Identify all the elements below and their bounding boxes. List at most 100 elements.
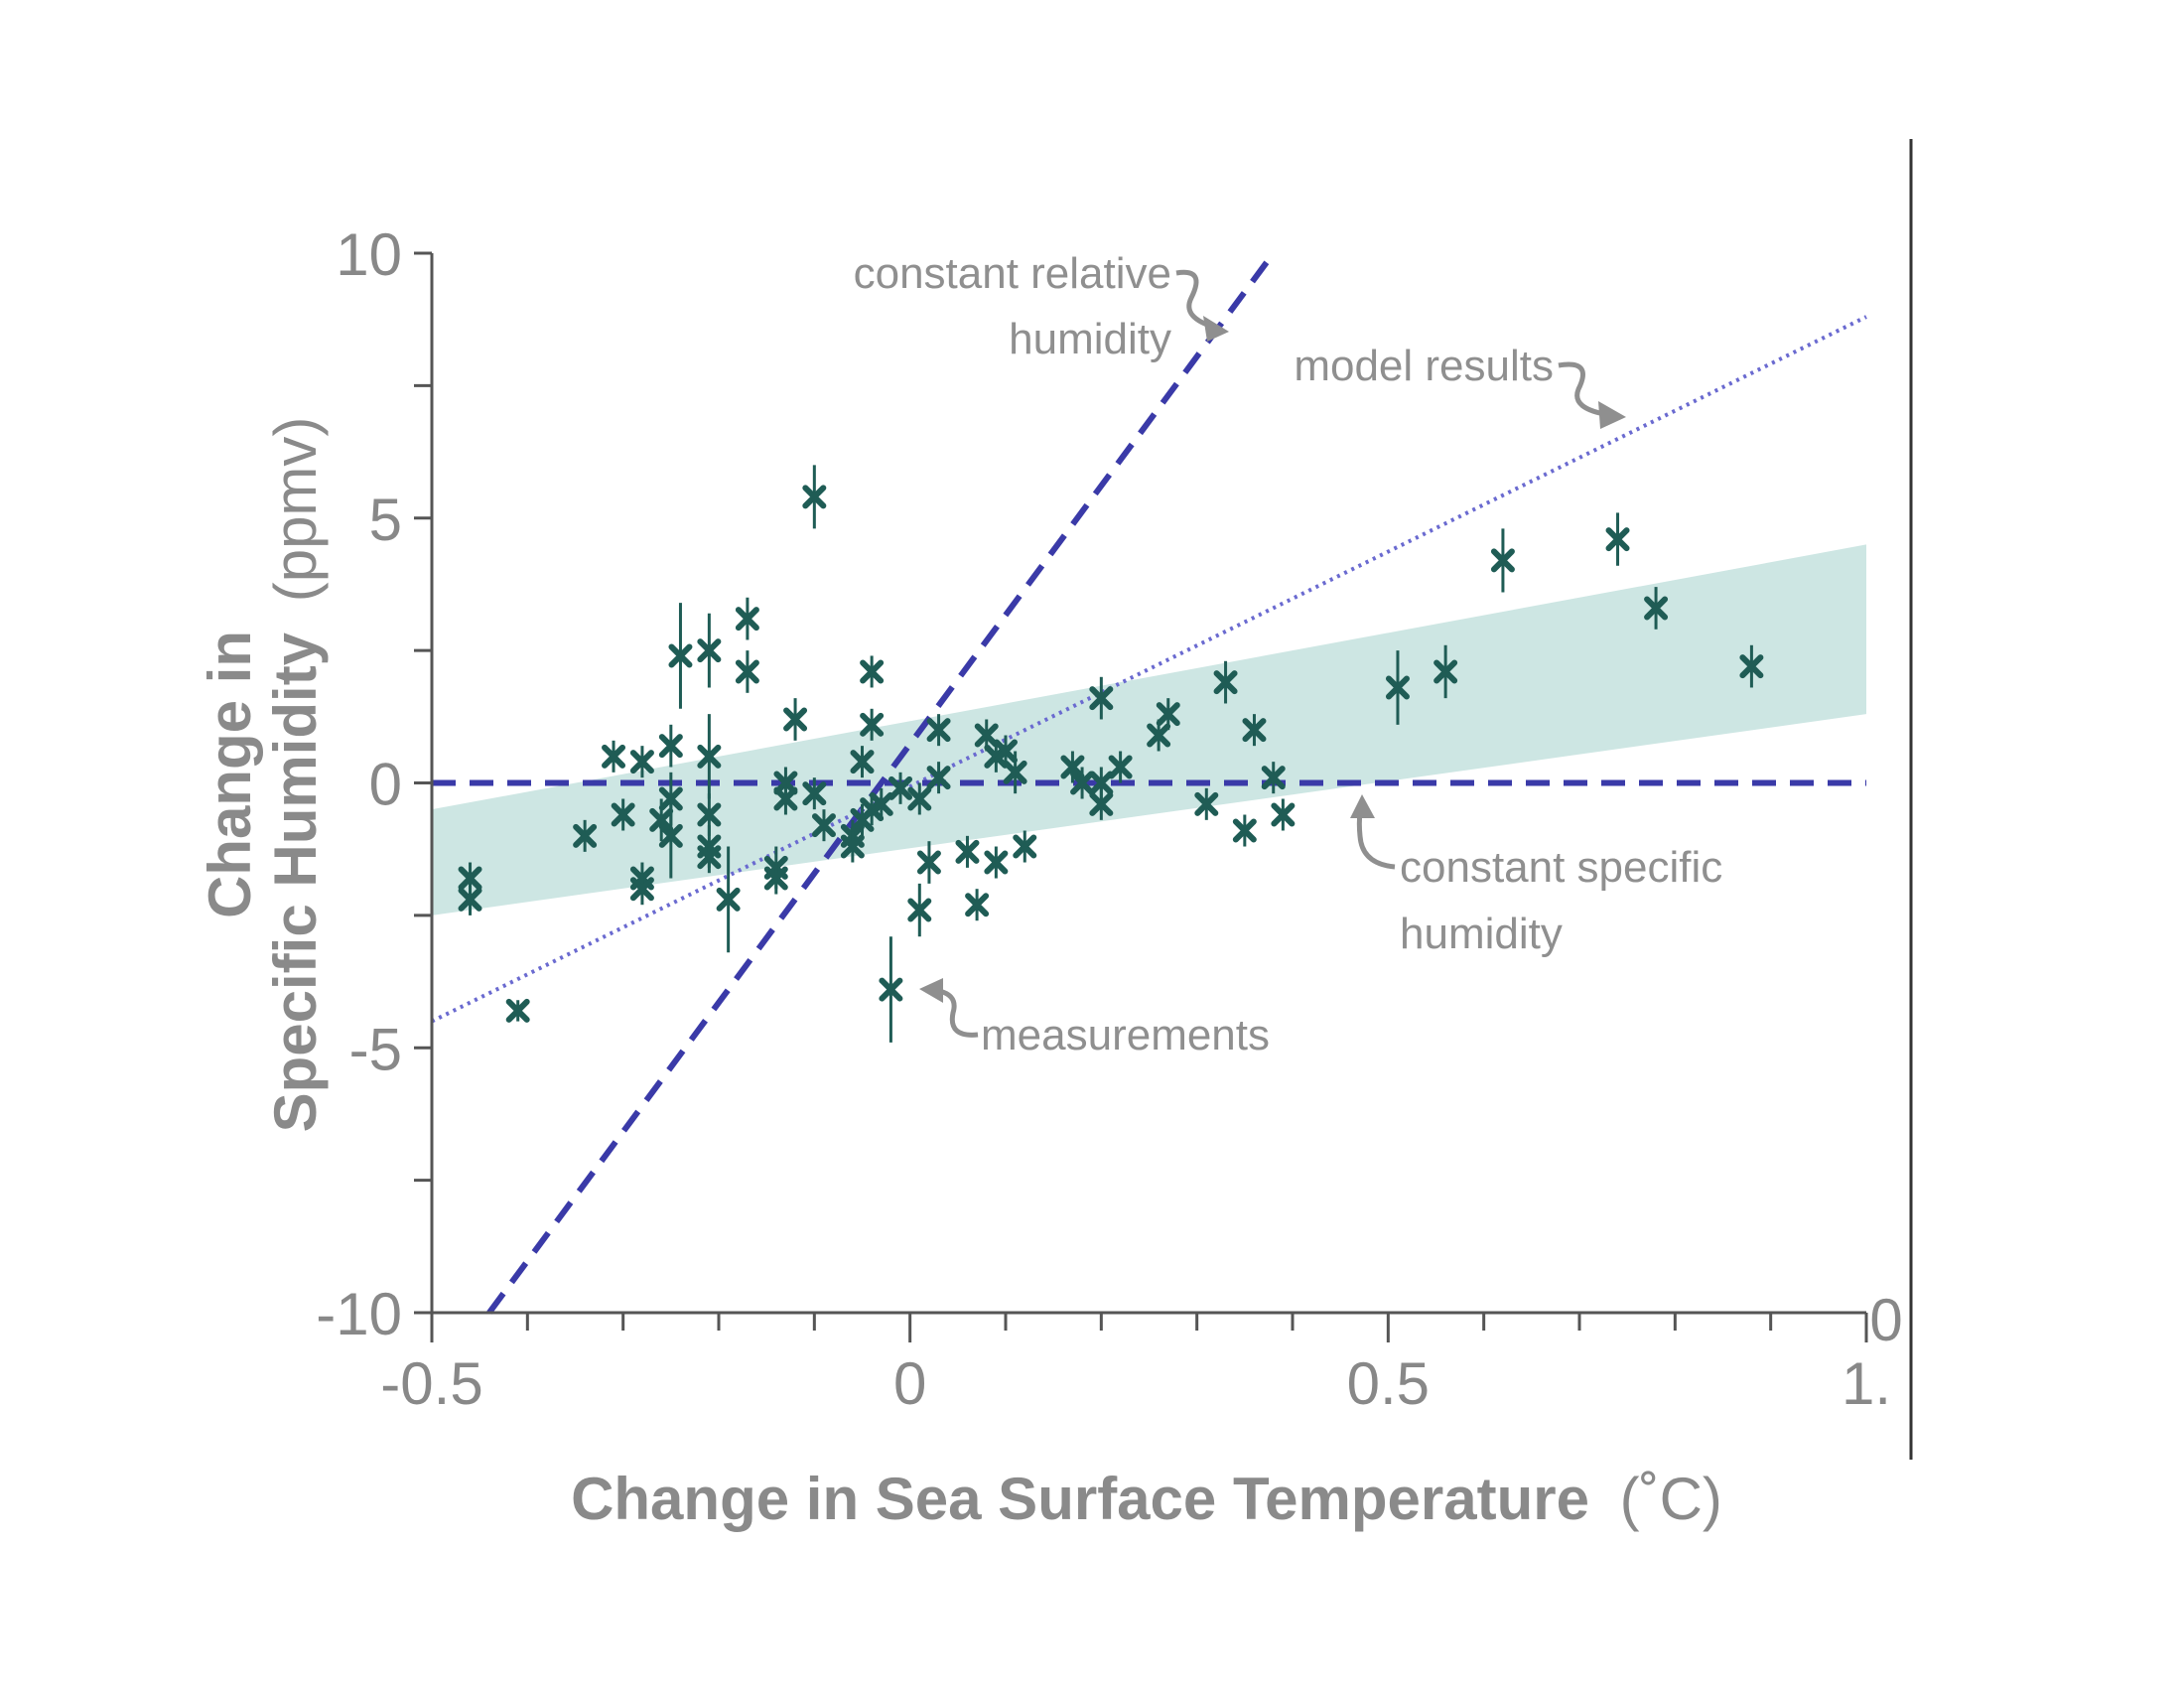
point-marker — [1261, 766, 1286, 790]
annotation-measurements: measurements — [919, 978, 1270, 1059]
point-marker — [926, 766, 951, 790]
point-marker — [1271, 802, 1296, 827]
x-axis-title: Change in Sea Surface Temperature (˚C) — [571, 1466, 1722, 1532]
point-marker — [783, 707, 808, 732]
annotation-text: constant specific — [1400, 843, 1722, 892]
measurement-point — [658, 724, 683, 768]
measurement-point — [611, 798, 635, 831]
annotation-constant-specific-humidity: constant specific humidity — [1350, 794, 1722, 958]
measurement-point — [1739, 644, 1764, 688]
annotation-text: constant relative — [854, 249, 1171, 298]
measurement-point — [735, 597, 759, 640]
point-marker — [697, 802, 722, 827]
measurement-point — [573, 819, 598, 852]
point-marker — [1108, 755, 1133, 779]
point-marker — [735, 607, 759, 632]
measurement-point — [1194, 787, 1219, 820]
y-axis-title-text: Specific Humidity — [262, 632, 329, 1132]
measurement-point — [888, 772, 913, 804]
arrow-head — [1203, 316, 1229, 342]
point-marker — [840, 834, 865, 859]
measurement-point — [879, 936, 903, 1043]
measurement-point — [869, 787, 893, 820]
measurement-point — [505, 998, 530, 1023]
measurement-point — [1644, 587, 1669, 630]
point-marker — [926, 718, 951, 743]
measurement-point — [658, 772, 683, 826]
point-marker — [763, 866, 788, 891]
measurement-point — [1433, 644, 1458, 699]
measurement-point — [735, 650, 759, 693]
measurement-point — [697, 613, 722, 688]
measurement-point — [458, 883, 482, 915]
point-marker — [1003, 760, 1027, 784]
point-marker — [505, 998, 530, 1023]
y-axis-title-line2: Specific Humidity (ppmv) — [262, 417, 329, 1133]
x-tick-label: -0.5 — [380, 1350, 482, 1417]
point-marker — [658, 786, 683, 811]
point-marker — [458, 887, 482, 912]
measurement-point — [1070, 767, 1095, 799]
measurement-point — [629, 746, 654, 778]
annotation-text: humidity — [1400, 910, 1563, 958]
measurement-point — [926, 714, 951, 747]
point-marker — [860, 712, 885, 737]
point-marker — [1089, 686, 1114, 711]
point-marker — [1070, 771, 1095, 795]
measurement-point — [1232, 814, 1257, 847]
measurement-point — [668, 603, 693, 709]
annotation-arrow — [1175, 269, 1217, 331]
measurement-point — [926, 762, 951, 794]
point-marker — [716, 887, 741, 912]
measurement-point — [1013, 830, 1037, 863]
measurement-point — [1605, 512, 1630, 566]
point-marker — [1644, 596, 1669, 621]
y-tick-label: -10 — [316, 1281, 402, 1347]
annotation-constant-relative-humidity: constant relative humidity — [854, 249, 1229, 363]
measurement-point — [965, 889, 990, 921]
measurement-point — [907, 883, 932, 937]
point-marker — [1089, 791, 1114, 816]
point-marker — [888, 775, 913, 800]
measurement-point — [984, 846, 1009, 879]
right-axis-label: 0 — [1869, 1287, 1902, 1353]
point-marker — [629, 750, 654, 774]
point-marker — [860, 659, 885, 684]
point-marker — [658, 734, 683, 759]
point-marker — [1242, 718, 1267, 743]
measurement-point — [1108, 751, 1133, 783]
y-axis-title-line1: Change in — [197, 631, 263, 918]
annotation-arrow — [1558, 361, 1611, 418]
point-marker — [984, 850, 1009, 875]
point-marker — [811, 813, 836, 838]
arrow-head — [919, 978, 943, 1003]
measurement-point — [802, 777, 827, 810]
measurement-point — [1385, 650, 1410, 725]
point-marker — [1739, 654, 1764, 679]
point-marker — [907, 786, 932, 811]
measurement-point — [783, 698, 808, 741]
measurement-point — [602, 740, 626, 773]
point-marker — [697, 845, 722, 870]
measurement-point — [811, 809, 836, 842]
confidence-band-layer — [432, 544, 1866, 915]
point-marker — [697, 638, 722, 663]
measurement-point — [860, 708, 885, 741]
point-marker — [1433, 659, 1458, 684]
measurement-point — [850, 746, 875, 778]
x-tick-label: 0 — [893, 1350, 926, 1417]
measurement-point — [1261, 762, 1286, 794]
point-marker — [802, 781, 827, 806]
annotation-arrow — [932, 987, 979, 1038]
x-tick-label: 1. — [1842, 1350, 1891, 1417]
x-axis-unit: (˚C) — [1620, 1466, 1722, 1532]
measurement-point — [1156, 698, 1180, 731]
point-marker — [649, 807, 674, 832]
line-constant-relative-humidity — [486, 251, 1277, 1315]
measurement-point — [1271, 798, 1296, 831]
point-marker — [869, 791, 893, 816]
measurement-point — [1490, 528, 1515, 593]
point-marker — [955, 839, 980, 864]
measurement-point — [773, 782, 798, 815]
x-axis-title-text: Change in Sea Surface Temperature — [571, 1466, 1589, 1532]
